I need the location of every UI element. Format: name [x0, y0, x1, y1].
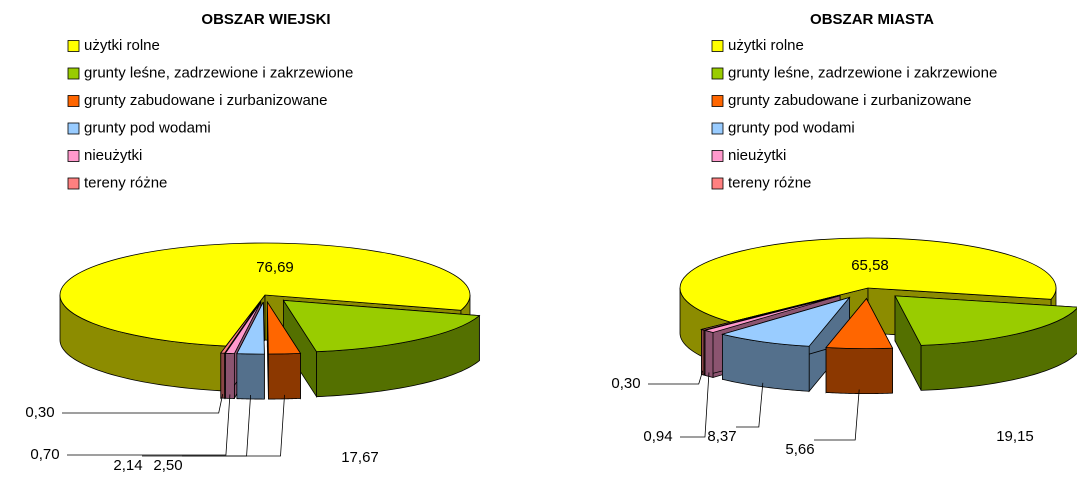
- slice-top: [679, 237, 1057, 323]
- data-label: 2,14: [113, 457, 142, 474]
- data-label: 0,30: [611, 375, 640, 392]
- legend-swatch: [711, 122, 724, 135]
- data-label: 0,94: [643, 428, 672, 445]
- leader-line: [62, 394, 224, 414]
- legend-label: użytki rolne: [728, 37, 804, 54]
- slice: [894, 295, 1077, 391]
- data-label: 5,66: [785, 441, 814, 458]
- chart-title: OBSZAR WIEJSKI: [201, 11, 330, 28]
- legend-swatch: [711, 40, 724, 52]
- slice-top: [825, 297, 894, 350]
- legend-label: tereny różne: [84, 174, 167, 191]
- leader-line: [814, 389, 860, 441]
- slice: [825, 297, 894, 395]
- slice-wall: [704, 329, 714, 378]
- slice-top: [703, 295, 841, 333]
- slice-top: [894, 295, 1077, 346]
- slice-wall: [825, 347, 893, 395]
- slice-top: [266, 300, 302, 355]
- legend-label: grunty pod wodami: [728, 119, 855, 136]
- data-label: 0,30: [25, 404, 54, 421]
- legend-label: grunty pod wodami: [84, 119, 211, 136]
- slice-wall: [701, 328, 705, 376]
- slice: [282, 298, 481, 399]
- slice-top: [224, 301, 262, 354]
- legend-swatch: [67, 150, 80, 162]
- legend-swatch: [711, 67, 724, 80]
- slice-wall: [236, 353, 265, 400]
- slice-wall: [225, 352, 235, 400]
- legend-label: użytki rolne: [84, 37, 160, 54]
- leader-line: [680, 372, 710, 438]
- legend-label: grunty leśne, zadrzewione i zakrzewione: [728, 64, 997, 81]
- legend-label: tereny różne: [728, 174, 811, 191]
- data-label: 0,70: [30, 446, 59, 463]
- legend-swatch: [67, 40, 80, 52]
- legend-label: grunty zabudowane i zurbanizowane: [728, 92, 972, 109]
- legend-swatch: [67, 95, 80, 107]
- slice-top: [699, 294, 840, 331]
- legend-swatch: [711, 177, 724, 190]
- slice: [266, 300, 302, 400]
- slice-top: [220, 301, 261, 354]
- leader-line: [648, 370, 704, 385]
- legend-swatch: [67, 67, 80, 80]
- data-label: 2,50: [153, 457, 182, 474]
- data-label: 8,37: [707, 428, 736, 445]
- chart-title: OBSZAR MIASTA: [810, 11, 934, 28]
- leader-line: [142, 394, 251, 457]
- legend-swatch: [67, 122, 80, 135]
- legend-label: nieużytki: [84, 147, 142, 164]
- data-label: 65,58: [851, 257, 889, 274]
- slice-top: [720, 296, 851, 347]
- legend-swatch: [67, 177, 80, 190]
- data-label: 76,69: [256, 259, 294, 276]
- slice-top: [236, 301, 265, 355]
- slice-top: [59, 242, 471, 347]
- slice-wall: [268, 352, 301, 400]
- slice: [236, 301, 265, 400]
- leader-line: [736, 382, 764, 428]
- data-label: 19,15: [996, 428, 1034, 445]
- legend-label: grunty zabudowane i zurbanizowane: [84, 92, 328, 109]
- legend-swatch: [711, 95, 724, 107]
- legend-label: nieużytki: [728, 147, 786, 164]
- leader-line: [67, 394, 231, 456]
- slice-top: [282, 299, 481, 353]
- leader-line: [182, 394, 285, 457]
- data-label: 17,67: [341, 449, 379, 466]
- legend-label: grunty leśne, zadrzewione i zakrzewione: [84, 64, 353, 81]
- legend-swatch: [711, 150, 724, 162]
- slice-wall: [220, 352, 226, 399]
